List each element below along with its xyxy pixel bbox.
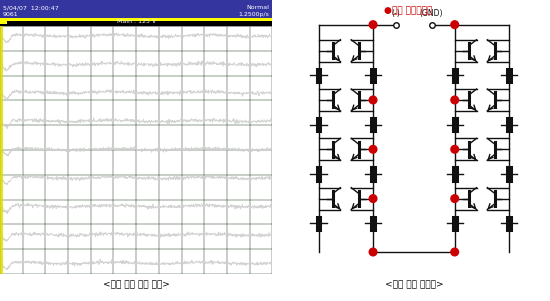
Text: 9061: 9061 <box>3 12 18 17</box>
Circle shape <box>451 145 459 153</box>
Circle shape <box>451 21 459 29</box>
Bar <box>0 26 3 274</box>
Bar <box>0 18 7 24</box>
Bar <box>0 21 272 26</box>
Circle shape <box>451 195 459 202</box>
Bar <box>0 18 272 21</box>
Text: (GND): (GND) <box>420 9 443 18</box>
Text: <주력 펜스 파형 측정>: <주력 펜스 파형 측정> <box>103 280 169 289</box>
Text: ●전압 측정포인트: ●전압 측정포인트 <box>384 6 433 15</box>
Text: Main : 125 V: Main : 125 V <box>117 19 156 24</box>
Text: 5/04/07  12:00:47: 5/04/07 12:00:47 <box>3 5 58 10</box>
Circle shape <box>369 96 377 104</box>
Circle shape <box>369 248 377 256</box>
Circle shape <box>451 96 459 104</box>
Text: (-): (-) <box>392 9 400 18</box>
Bar <box>0 0 272 18</box>
Text: Normal: Normal <box>246 5 270 10</box>
Circle shape <box>369 145 377 153</box>
Circle shape <box>451 248 459 256</box>
Text: <전압 측정 포인트>: <전압 측정 포인트> <box>384 280 443 289</box>
Circle shape <box>369 21 377 29</box>
Text: 1.2500p/s: 1.2500p/s <box>239 12 270 17</box>
Circle shape <box>369 195 377 202</box>
